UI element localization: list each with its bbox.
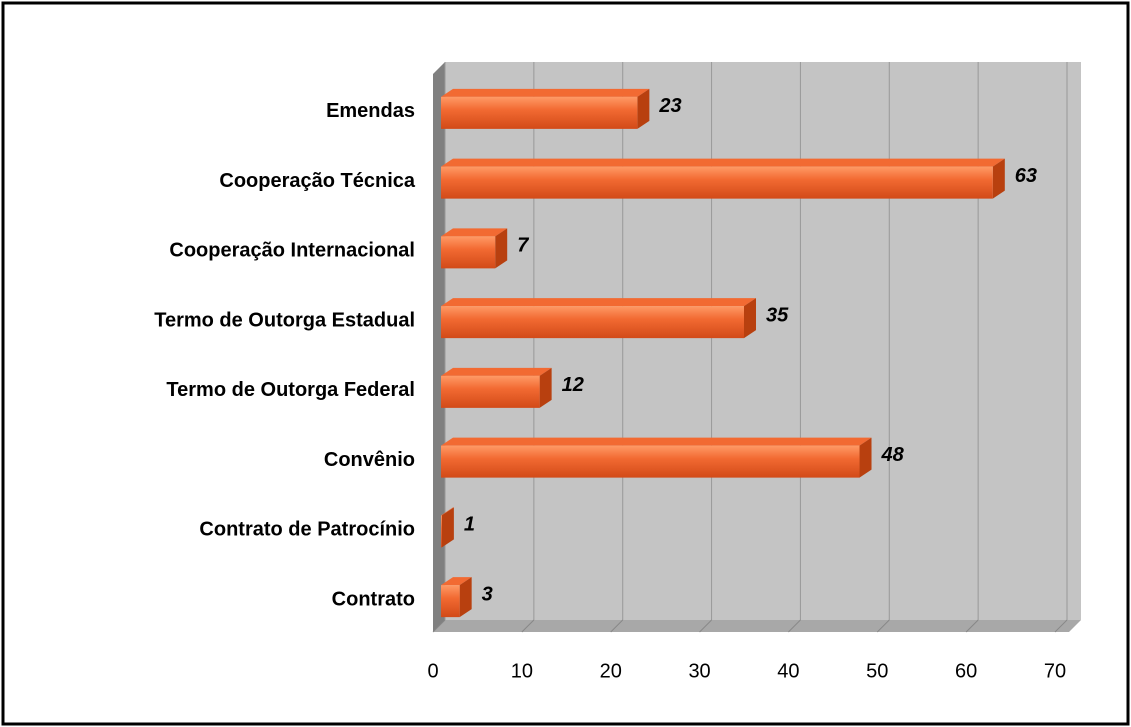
x-tick-label: 10 <box>511 660 533 682</box>
bar-side <box>859 437 872 478</box>
bar <box>441 236 496 269</box>
grid-line <box>876 619 890 633</box>
bar-top <box>441 228 508 237</box>
bar-top <box>441 88 650 97</box>
bar-top <box>441 437 872 446</box>
value-label: 35 <box>766 304 789 326</box>
back-wall <box>445 62 1081 620</box>
value-label: 12 <box>562 374 584 396</box>
y-tick-label: Termo de Outorga Estadual <box>154 309 415 331</box>
grid-line <box>521 619 535 633</box>
bar-side <box>992 158 1005 199</box>
y-tick-label: Contrato de Patrocínio <box>199 519 415 541</box>
y-tick-label: Cooperação Técnica <box>219 170 416 192</box>
bar <box>441 375 540 408</box>
x-tick-label: 20 <box>600 660 622 682</box>
y-tick-label: Convênio <box>324 449 415 471</box>
value-label: 7 <box>517 235 529 257</box>
y-tick-label: Termo de Outorga Federal <box>166 379 415 401</box>
bar <box>441 585 460 618</box>
grid-line <box>432 619 446 633</box>
value-label: 48 <box>881 444 905 466</box>
bar-side <box>459 577 472 618</box>
bar <box>441 445 860 478</box>
floor <box>433 620 1081 632</box>
bar-side <box>539 367 552 408</box>
grid-line <box>699 619 712 633</box>
x-tick-label: 0 <box>427 660 438 682</box>
grid-line <box>1054 619 1068 633</box>
x-tick-label: 60 <box>955 660 977 682</box>
value-label: 1 <box>464 514 475 536</box>
side-wall <box>433 62 445 632</box>
x-tick-label: 30 <box>688 660 710 682</box>
bar-top <box>441 507 454 516</box>
value-label: 3 <box>482 583 493 605</box>
grid-line <box>610 619 624 633</box>
y-tick-label: Emendas <box>326 100 415 122</box>
y-tick-label: Cooperação Internacional <box>169 240 415 262</box>
x-tick-label: 50 <box>866 660 888 682</box>
y-tick-label: Contrato <box>332 588 415 610</box>
value-label: 23 <box>658 95 681 117</box>
bar-side <box>637 88 650 129</box>
value-label: 63 <box>1015 165 1037 187</box>
bar <box>441 96 638 129</box>
x-tick-label: 40 <box>777 660 799 682</box>
bar-side <box>744 298 756 339</box>
grid-line <box>965 619 979 633</box>
bar-top <box>441 158 1005 167</box>
bar <box>441 515 442 548</box>
bar <box>441 306 744 339</box>
bar <box>441 166 993 199</box>
bar-top <box>441 367 552 376</box>
bar-top <box>441 298 756 307</box>
x-tick-label: 70 <box>1044 660 1066 682</box>
grid-line <box>788 619 801 633</box>
bar-side <box>441 507 454 548</box>
bar-top <box>441 577 472 586</box>
bar-side <box>495 228 508 269</box>
